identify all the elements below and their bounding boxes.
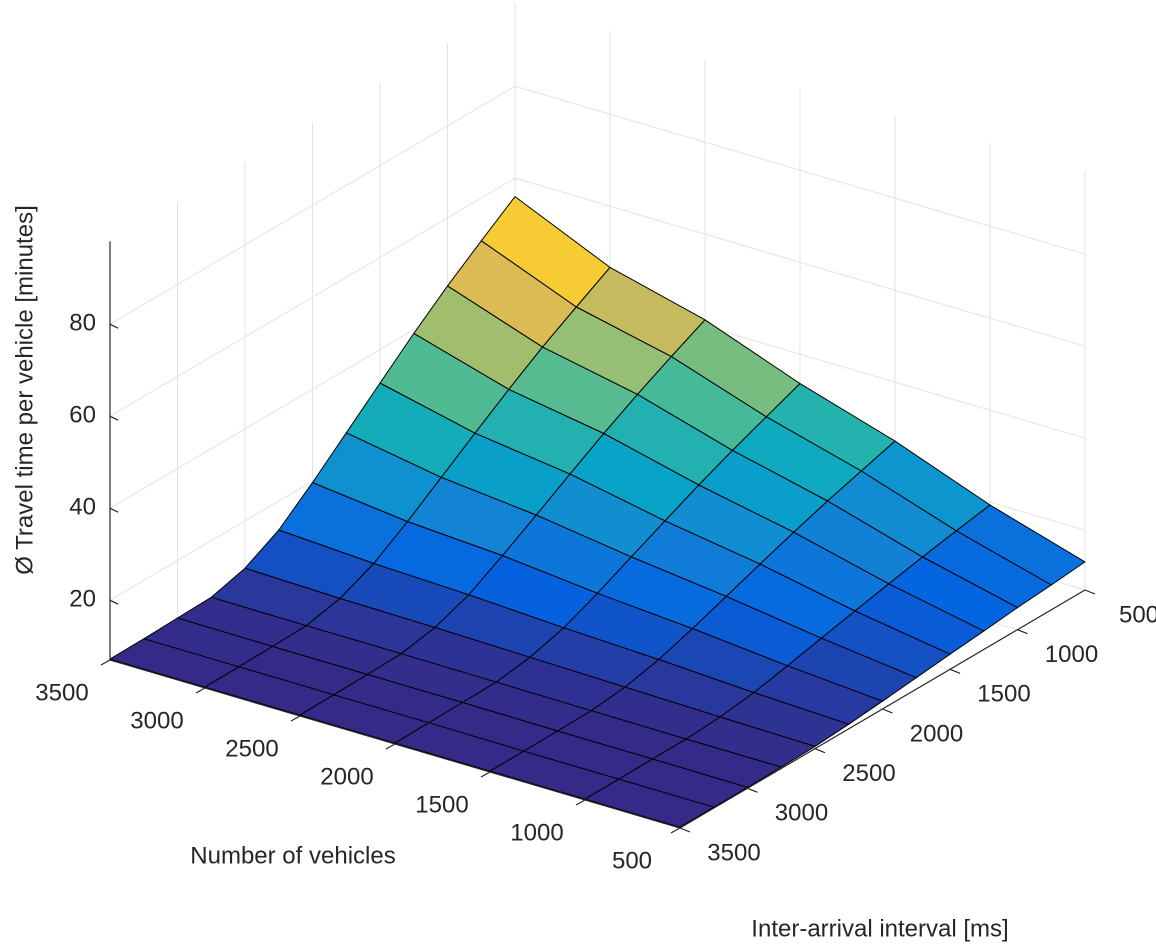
y-tick-label: 2500 [842, 760, 895, 787]
x-tick [195, 687, 206, 694]
y-tick [814, 748, 826, 754]
y-tick [1084, 589, 1096, 595]
surface-face [584, 778, 715, 828]
x-tick-label: 1000 [510, 819, 563, 846]
y-tick [679, 827, 691, 833]
z-tick-label: 60 [69, 402, 96, 429]
z-tick-label: 40 [69, 494, 96, 521]
x-tick [290, 715, 301, 722]
grid-line [109, 177, 1086, 417]
y-tick [949, 668, 961, 674]
x-tick [385, 743, 396, 750]
x-axis-title: Number of vehicles [190, 842, 395, 869]
x-tick-label: 3000 [130, 707, 183, 734]
x-tick-label: 1500 [415, 791, 468, 818]
y-tick [747, 787, 758, 793]
z-tick [109, 323, 119, 329]
x-tick [670, 827, 681, 834]
x-tick-label: 2000 [320, 763, 373, 790]
z-axis-title: Ø Travel time per vehicle [minutes] [11, 205, 38, 574]
y-tick-label: 3000 [775, 800, 828, 827]
z-tick [109, 507, 119, 513]
x-tick [100, 659, 111, 666]
y-axis-title: Inter-arrival interval [ms] [751, 915, 1008, 942]
y-tick-label: 3500 [707, 839, 760, 866]
z-tick [109, 599, 119, 605]
z-tick-label: 20 [69, 586, 96, 613]
y-tick [1017, 629, 1028, 635]
x-tick-label: 3500 [35, 679, 88, 706]
grid-line [109, 85, 1086, 325]
y-tick-label: 1000 [1045, 641, 1098, 668]
y-tick-label: 2000 [910, 720, 963, 747]
z-tick [109, 415, 119, 421]
y-tick-label: 1500 [977, 681, 1030, 708]
z-tick-label: 80 [69, 310, 96, 337]
x-tick [480, 771, 491, 778]
x-tick-label: 500 [612, 847, 652, 874]
x-tick-label: 2500 [225, 735, 278, 762]
x-tick [575, 799, 586, 806]
y-tick [882, 708, 893, 714]
y-tick-label: 500 [1119, 601, 1156, 628]
